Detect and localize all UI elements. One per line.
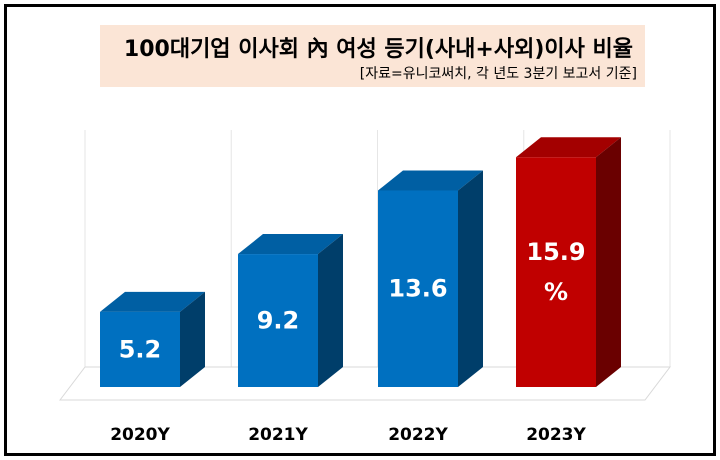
x-tick-label: 2022Y — [388, 425, 448, 445]
x-tick-label: 2020Y — [110, 425, 170, 445]
bar-side — [596, 137, 621, 387]
data-label: % — [544, 278, 568, 306]
floor — [58, 366, 672, 401]
bar-top — [238, 234, 343, 255]
bar-top — [378, 170, 483, 191]
chart-subtitle: [자료=유니코써치, 각 년도 3분기 보고서 기준] — [359, 66, 637, 82]
data-label: 5.2 — [119, 335, 162, 363]
bar-side — [458, 170, 483, 387]
bar — [100, 311, 180, 387]
title-box: 100대기업 이사회 內 여성 등기(사내+사외)이사 비율 [자료=유니코써치… — [100, 25, 645, 87]
bar-side — [318, 234, 343, 387]
chart-title: 100대기업 이사회 內 여성 등기(사내+사외)이사 비율 — [123, 37, 633, 62]
chart-frame — [4, 4, 716, 456]
data-label: 13.6 — [388, 275, 447, 303]
bar — [378, 190, 458, 387]
bar-top — [516, 137, 621, 158]
x-tick-label: 2021Y — [248, 425, 308, 445]
bar — [516, 157, 596, 387]
bar — [238, 254, 318, 387]
bar-side — [180, 291, 205, 387]
bar-top — [100, 291, 205, 312]
x-tick-label: 2023Y — [526, 425, 586, 445]
data-label: 9.2 — [257, 307, 300, 335]
data-label: 15.9 — [526, 238, 585, 266]
